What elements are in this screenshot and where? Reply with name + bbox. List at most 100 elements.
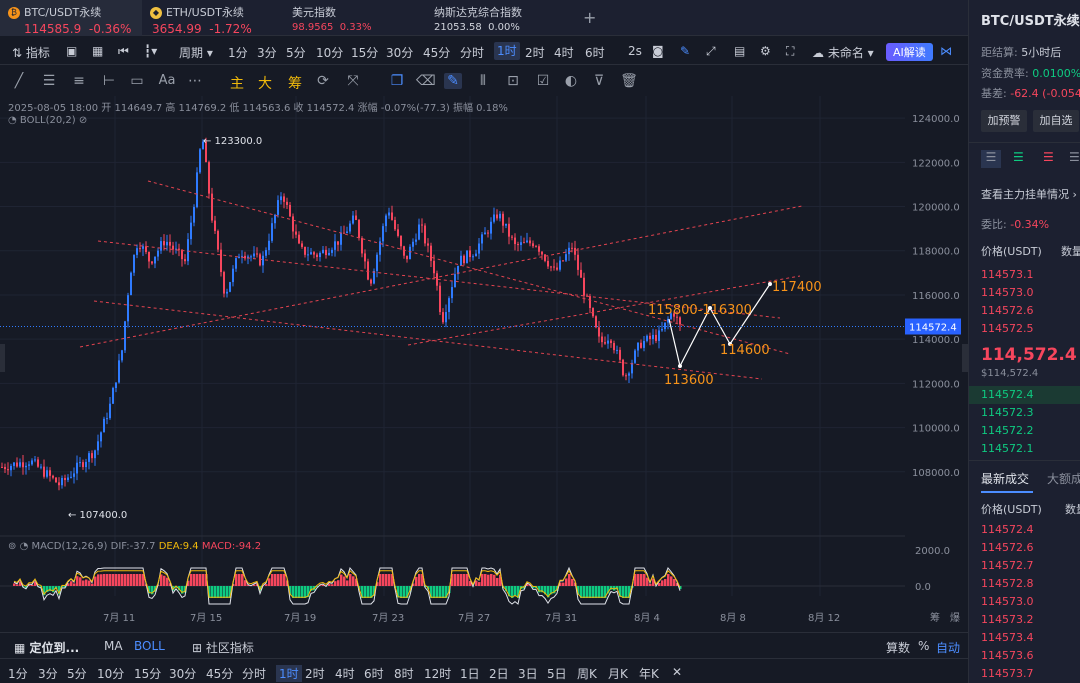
camera-icon[interactable]: ◙ xyxy=(652,44,664,58)
candle-icon[interactable]: ⦀ xyxy=(479,73,487,89)
settings-icon[interactable]: ⚙ xyxy=(760,44,771,58)
period-5[interactable]: 30分 xyxy=(169,667,197,681)
locate-button[interactable]: ▦ 定位到... xyxy=(14,639,79,656)
copy-icon[interactable]: ❐ xyxy=(390,73,404,89)
period-14[interactable]: 1日 xyxy=(460,667,480,681)
period-2[interactable]: 5分 xyxy=(67,667,87,681)
measure-icon[interactable]: ⤧ xyxy=(347,73,359,89)
interval-6[interactable]: 45分 xyxy=(423,46,451,60)
price-chart[interactable]: 124000.0 122000.0 120000.0 118000.0 116000.0… xyxy=(0,96,968,628)
interval-7[interactable]: 分时 xyxy=(460,46,485,60)
period-13[interactable]: 12时 xyxy=(424,667,452,681)
ask-row[interactable]: 114573.1 xyxy=(981,268,1034,281)
boll-toggle[interactable]: BOLL xyxy=(134,639,165,653)
fullscreen-small-icon[interactable]: ⤢ xyxy=(706,44,716,58)
period-12[interactable]: 8时 xyxy=(394,667,414,681)
community-indicators-button[interactable]: ⊞ 社区指标 xyxy=(192,639,254,656)
horizontal-ray-icon[interactable]: ⊢ xyxy=(102,73,116,89)
tab-eth[interactable]: ◆ ETH/USDT永续 3654.99 -1.72% xyxy=(142,0,284,36)
macd-collapse-icon[interactable]: ⊚ xyxy=(8,541,20,552)
tab-nasdaq[interactable]: 纳斯达克综合指数 21053.58 0.00% xyxy=(426,0,568,36)
depth-link[interactable]: 查看主力挂单情况 › xyxy=(981,188,1077,201)
period-4[interactable]: 15分 xyxy=(134,667,162,681)
chart-type-icon[interactable]: ┇▾ xyxy=(144,44,158,58)
period-7[interactable]: 分时 xyxy=(242,667,267,681)
trash-icon[interactable]: 🗑 xyxy=(620,73,638,89)
orderbook-both-icon[interactable]: ☰ xyxy=(981,150,1001,168)
interval-2[interactable]: 5分 xyxy=(286,46,306,60)
period-dropdown[interactable]: 周期 ▾ xyxy=(179,46,213,60)
eye-off-icon[interactable]: ⊘ xyxy=(75,115,88,126)
share-icon[interactable]: ⋈ xyxy=(940,44,952,58)
replay-icon[interactable]: ⏮ xyxy=(118,44,129,58)
period-9[interactable]: 2时 xyxy=(305,667,325,681)
arith-toggle[interactable]: 算数 xyxy=(886,641,911,655)
tab-big-trades[interactable]: 大额成 xyxy=(1047,472,1080,486)
lock-icon[interactable]: ⊡ xyxy=(507,73,519,89)
ask-row[interactable]: 114572.6 xyxy=(981,304,1034,317)
trend-line-icon[interactable]: ╱ xyxy=(14,73,24,89)
bid-row[interactable]: 114572.1 xyxy=(981,442,1034,455)
parallel-channel-icon[interactable]: ☰ xyxy=(42,73,56,89)
interval-1[interactable]: 3分 xyxy=(257,46,277,60)
more-icon[interactable]: ⋯ xyxy=(188,73,202,89)
text-icon[interactable]: Aa xyxy=(158,73,176,88)
cloud-save-dropdown[interactable]: ☁ 未命名 ▾ xyxy=(812,46,874,60)
add-alert-button[interactable]: 加预警 xyxy=(981,110,1027,132)
bid-row[interactable]: 114572.3 xyxy=(981,406,1034,419)
horizontal-lines-icon[interactable]: ≡ xyxy=(73,73,85,89)
interval-9[interactable]: 2时 xyxy=(525,46,545,60)
indicators-button[interactable]: ⇅ 指标 xyxy=(12,44,50,61)
period-19[interactable]: 月K xyxy=(608,667,628,681)
close-icon[interactable]: ✕ xyxy=(672,665,683,679)
ask-row[interactable]: 114572.5 xyxy=(981,322,1034,335)
interval-4[interactable]: 15分 xyxy=(351,46,379,60)
main-force-button[interactable]: 主 xyxy=(230,76,244,92)
visibility-icon[interactable]: ◐ xyxy=(564,73,578,89)
interval-3[interactable]: 10分 xyxy=(316,46,344,60)
chip-button[interactable]: 筹 xyxy=(288,76,302,92)
period-1[interactable]: 3分 xyxy=(38,667,58,681)
tab-btc[interactable]: ₿ BTC/USDT永续 114585.9 -0.36% xyxy=(0,0,142,36)
orderbook-bids-icon[interactable]: ☰ xyxy=(1013,150,1024,164)
left-collapse-handle[interactable] xyxy=(0,344,5,372)
period-8[interactable]: 1时 xyxy=(276,665,302,682)
draw-mode-icon[interactable]: ✎ xyxy=(444,73,462,89)
orderbook-asks-icon[interactable]: ☰ xyxy=(1043,150,1054,164)
percent-toggle[interactable]: % xyxy=(918,639,930,653)
period-15[interactable]: 2日 xyxy=(489,667,509,681)
add-favorite-button[interactable]: 加自选 xyxy=(1033,110,1079,132)
period-20[interactable]: 年K xyxy=(639,667,659,681)
interval-8[interactable]: 1时 xyxy=(494,42,520,60)
layout-icon[interactable]: ▣ xyxy=(66,44,78,58)
period-3[interactable]: 10分 xyxy=(97,667,125,681)
interval-5[interactable]: 30分 xyxy=(386,46,414,60)
tab-trades[interactable]: 最新成交 xyxy=(981,472,1030,486)
template-icon[interactable]: ▤ xyxy=(734,44,746,58)
add-tab-icon[interactable]: + xyxy=(583,8,597,27)
eraser-icon[interactable]: ⌫ xyxy=(416,73,436,89)
boll-legend[interactable]: ◔ BOLL(20,2) ⊘ xyxy=(8,115,87,126)
filter-icon[interactable]: ⊽ xyxy=(593,73,605,89)
period-11[interactable]: 6时 xyxy=(364,667,384,681)
note-icon[interactable]: ☑ xyxy=(536,73,550,89)
orderbook-more-icon[interactable]: ☰ xyxy=(1069,150,1080,164)
interval-0[interactable]: 1分 xyxy=(228,46,248,60)
expand-icon[interactable]: ⛶ xyxy=(786,44,795,58)
chart-area[interactable]: 124000.0 122000.0 120000.0 118000.0 116000.0… xyxy=(0,96,968,628)
right-collapse-handle[interactable] xyxy=(962,344,968,372)
period-10[interactable]: 4时 xyxy=(335,667,355,681)
ai-interpret-button[interactable]: AI解读 xyxy=(886,43,933,61)
bid-row[interactable]: 114572.4 xyxy=(981,388,1034,401)
grid-icon[interactable]: ▦ xyxy=(92,44,104,58)
interval-10[interactable]: 4时 xyxy=(554,46,574,60)
ask-row[interactable]: 114573.0 xyxy=(981,286,1034,299)
magnet-icon[interactable]: ⟳ xyxy=(317,73,329,89)
tab-dxy[interactable]: 美元指数 98.9565 0.33% xyxy=(284,0,424,36)
ma-toggle[interactable]: MA xyxy=(104,639,123,653)
auto-toggle[interactable]: 自动 xyxy=(936,641,961,655)
period-6[interactable]: 45分 xyxy=(206,667,234,681)
period-0[interactable]: 1分 xyxy=(8,667,28,681)
period-18[interactable]: 周K xyxy=(577,667,597,681)
bid-row[interactable]: 114572.2 xyxy=(981,424,1034,437)
